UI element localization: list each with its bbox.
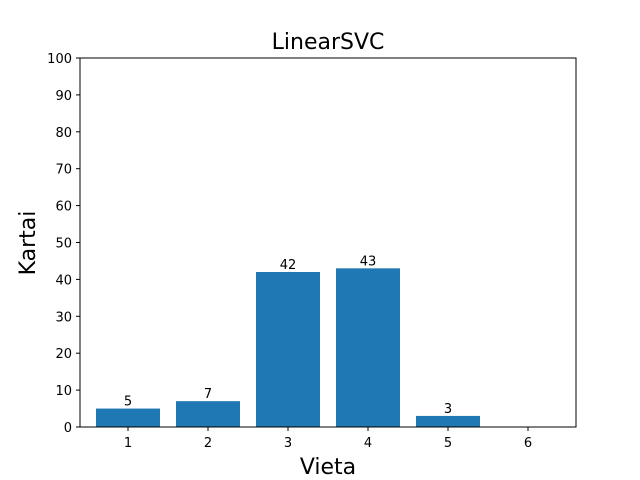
x-tick-label-6: 6 — [524, 436, 532, 451]
data-labels-group: 5 7 42 43 3 — [124, 254, 452, 417]
x-axis-ticks: 1 2 3 4 5 6 — [124, 427, 532, 451]
chart-title: LinearSVC — [272, 30, 385, 55]
bar-1 — [96, 408, 160, 427]
x-tick-label-3: 3 — [284, 436, 292, 451]
x-tick-label-1: 1 — [124, 436, 132, 451]
bar-4 — [336, 268, 400, 427]
y-tick-label-30: 30 — [55, 310, 72, 325]
y-tick-label-90: 90 — [55, 89, 72, 104]
data-label-2: 7 — [204, 387, 212, 402]
bars-group — [96, 268, 480, 427]
bar-2 — [176, 401, 240, 427]
y-axis-ticks: 0 10 20 30 40 50 60 70 80 90 100 — [47, 52, 80, 436]
x-axis-label: Vieta — [300, 455, 356, 480]
bar-5 — [416, 415, 480, 427]
y-tick-label-40: 40 — [55, 273, 72, 288]
bar-3 — [256, 272, 320, 427]
plot-frame — [79, 57, 577, 428]
y-tick-label-0: 0 — [64, 421, 72, 436]
data-label-4: 43 — [360, 254, 377, 269]
y-axis-label: Kartai — [16, 211, 41, 276]
data-label-1: 5 — [124, 395, 132, 410]
data-label-3: 42 — [280, 258, 297, 273]
y-tick-label-50: 50 — [55, 237, 72, 252]
x-tick-label-2: 2 — [204, 436, 212, 451]
y-tick-label-20: 20 — [55, 347, 72, 362]
x-tick-label-4: 4 — [364, 436, 372, 451]
y-tick-label-100: 100 — [47, 52, 72, 67]
data-label-5: 3 — [444, 402, 452, 417]
y-tick-label-80: 80 — [55, 126, 72, 141]
y-tick-label-60: 60 — [55, 200, 72, 215]
y-tick-label-10: 10 — [55, 384, 72, 399]
x-tick-label-5: 5 — [444, 436, 452, 451]
y-tick-label-70: 70 — [55, 163, 72, 178]
